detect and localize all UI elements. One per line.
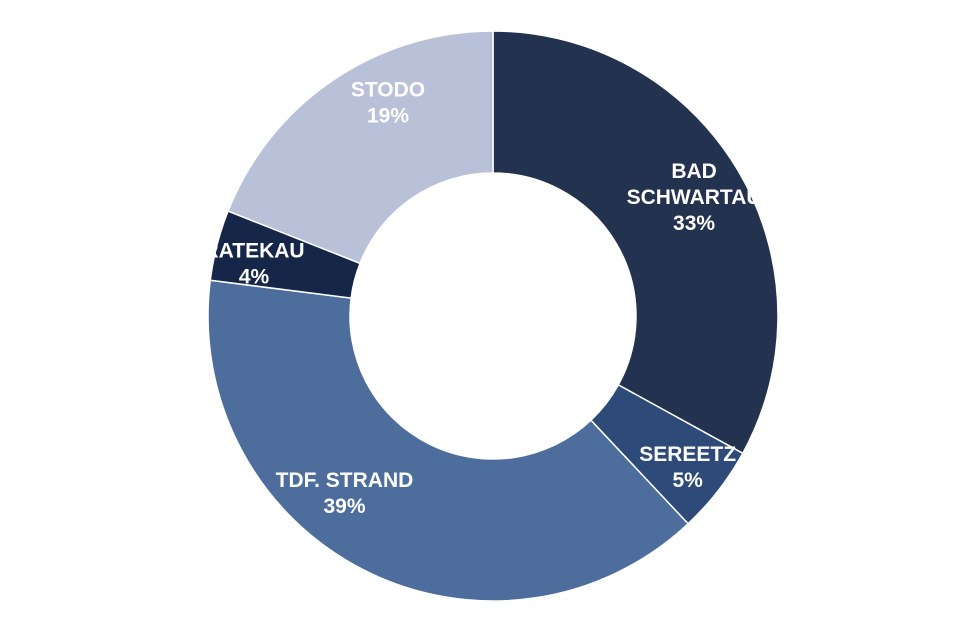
- slice-value-label: 33%: [673, 212, 715, 235]
- donut-slice: [492, 30, 779, 455]
- donut-slices: [207, 30, 779, 602]
- slice-label: STODO 19%: [351, 79, 425, 128]
- slice-name-label: TDF. STRAND: [276, 469, 414, 492]
- slice-name-label: RATEKAU: [203, 239, 304, 262]
- slice-value-label: 39%: [323, 495, 365, 518]
- slice-name-label: SEREETZ: [639, 443, 736, 466]
- slice-label: TDF. STRAND 39%: [276, 469, 414, 518]
- slice-label: SEREETZ 5%: [639, 443, 736, 492]
- donut-slice: [227, 30, 494, 265]
- donut-slice: [207, 279, 690, 602]
- slice-name-label: STODO: [351, 79, 425, 102]
- slice-label: RATEKAU 4%: [203, 239, 304, 288]
- slice-value-label: 19%: [367, 105, 409, 128]
- slice-value-label: 4%: [239, 265, 270, 288]
- slice-name-label: BAD: [671, 160, 717, 183]
- donut-labels: BAD SCHWARTAU 33% SEREETZ 5% TDF. STRAND 39% RA…: [203, 79, 761, 518]
- slice-name-label: SCHWARTAU: [627, 186, 762, 209]
- slice-label: BAD SCHWARTAU 33%: [627, 160, 762, 235]
- slice-value-label: 5%: [672, 469, 703, 492]
